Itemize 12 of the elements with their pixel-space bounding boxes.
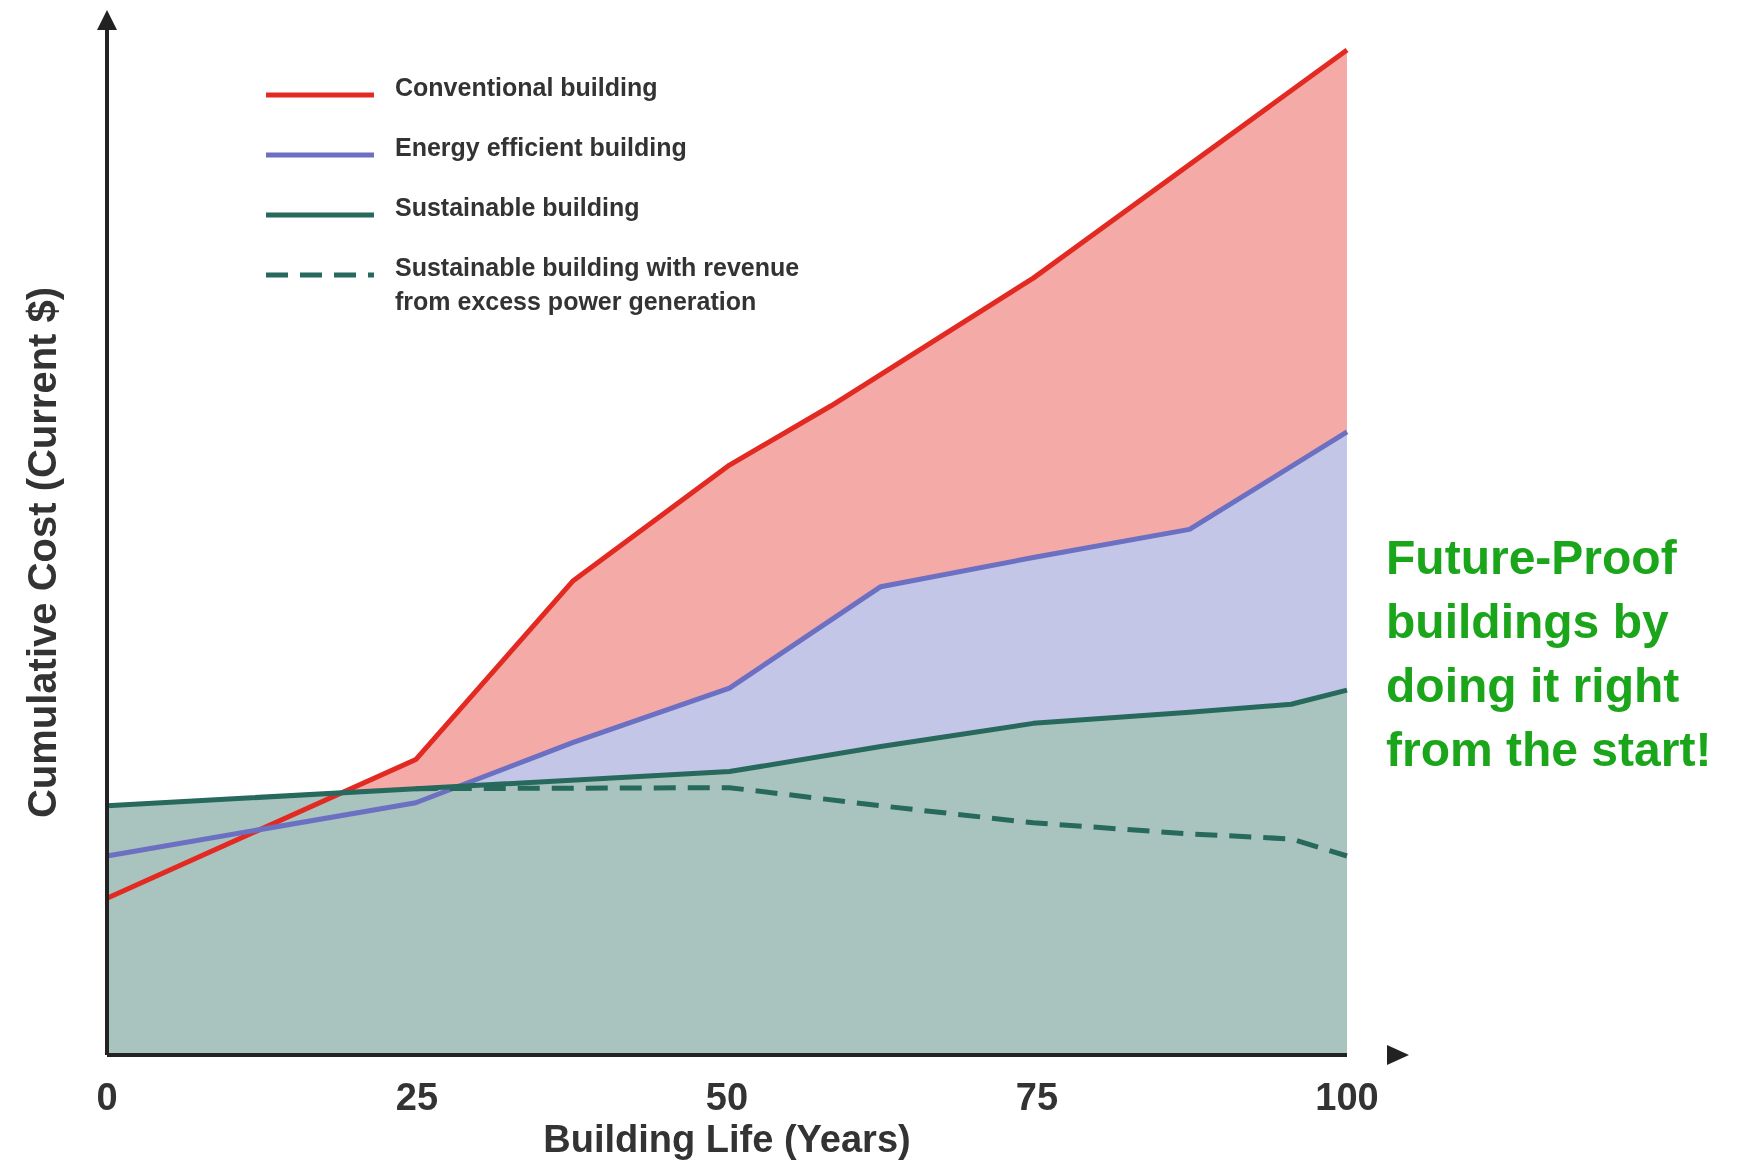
- x-tick-label: 25: [395, 1076, 439, 1118]
- legend-label: Sustainable building with revenue from excess power generation: [395, 253, 800, 315]
- legend-label: Conventional building: [395, 73, 658, 101]
- legend-label: Energy efficient building: [395, 133, 687, 161]
- x-tick-label: 0: [96, 1076, 118, 1118]
- x-axis-title: Building Life (Years): [543, 1118, 911, 1160]
- y-axis-title: Cumulative Cost (Current $): [20, 286, 64, 819]
- legend-label: Sustainable building: [395, 193, 640, 221]
- x-tick-label: 50: [705, 1076, 749, 1118]
- x-tick-label: 100: [1315, 1076, 1379, 1118]
- text: Future-Proof buildings by doing it right from the start!: [1386, 531, 1712, 776]
- x-tick-label: 75: [1015, 1076, 1059, 1118]
